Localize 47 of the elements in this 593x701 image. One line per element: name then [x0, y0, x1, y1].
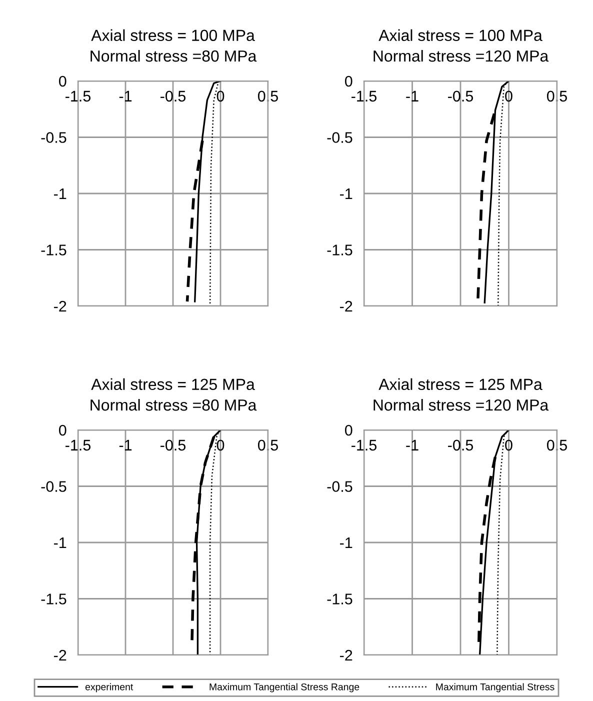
y-tick-label: -2 — [54, 650, 66, 661]
chart-title: Axial stress = 125 MPa Normal stress =120 MPa — [374, 378, 549, 411]
y-tick-label: -1.5 — [327, 244, 352, 256]
y-tick-label: -0.5 — [41, 132, 66, 143]
x-tick-label: -1 — [406, 90, 418, 102]
x-tick-label: 0 — [216, 440, 224, 451]
x-tick-label: -0.5 — [160, 440, 186, 451]
x-tick-label: 0 — [216, 90, 224, 102]
x-tick-label: 0.5 — [258, 440, 278, 451]
y-tick-label: 0 — [58, 76, 66, 87]
y-tick-label: -0.5 — [327, 132, 352, 143]
x-tick-label: 0.5 — [546, 440, 567, 451]
x-tick-label: -0.5 — [160, 90, 186, 102]
legend-label: Maximum Tangential Stress Range — [210, 683, 360, 692]
x-tick-label: -1.5 — [352, 90, 377, 102]
y-tick-label: -0.5 — [327, 481, 352, 492]
y-tick-label: -1.5 — [41, 244, 66, 256]
y-tick-label: -1.5 — [327, 594, 352, 604]
y-tick-label: 0 — [344, 424, 352, 436]
x-tick-label: -1 — [119, 440, 132, 450]
y-tick-label: 0 — [58, 424, 66, 436]
legend-label: Maximum Tangential Stress — [436, 683, 554, 692]
x-tick-label: -0.5 — [448, 440, 474, 451]
x-tick-label: -1.5 — [352, 440, 377, 451]
chart-title: Axial stress = 100 MPa Normal stress =120 MPa — [374, 29, 549, 62]
chart-title: Axial stress = 100 MPa Normal stress =80 MPa — [90, 29, 257, 62]
y-tick-label: -1 — [54, 188, 66, 200]
y-tick-label: -2 — [340, 300, 352, 312]
x-tick-label: -1.5 — [66, 440, 91, 451]
y-tick-label: -1 — [340, 188, 352, 200]
y-tick-label: -0.5 — [41, 481, 66, 492]
x-tick-label: -1 — [406, 440, 418, 450]
x-tick-label: 0.5 — [258, 90, 278, 102]
y-tick-label: 0 — [344, 76, 352, 87]
x-tick-label: 0 — [505, 90, 512, 102]
y-tick-label: -1.5 — [41, 594, 66, 604]
y-tick-label: -1 — [54, 538, 66, 548]
x-tick-label: -0.5 — [448, 90, 474, 102]
y-tick-label: -2 — [54, 300, 66, 312]
x-tick-label: 0.5 — [546, 90, 567, 102]
y-tick-label: -1 — [340, 538, 352, 548]
x-tick-label: 0 — [505, 440, 512, 451]
x-tick-label: -1 — [119, 90, 132, 102]
y-tick-label: -2 — [340, 650, 352, 661]
x-tick-label: -1.5 — [66, 90, 91, 102]
chart-title: Axial stress = 125 MPa Normal stress =80 MPa — [90, 378, 257, 411]
legend-label: experiment — [85, 683, 134, 692]
